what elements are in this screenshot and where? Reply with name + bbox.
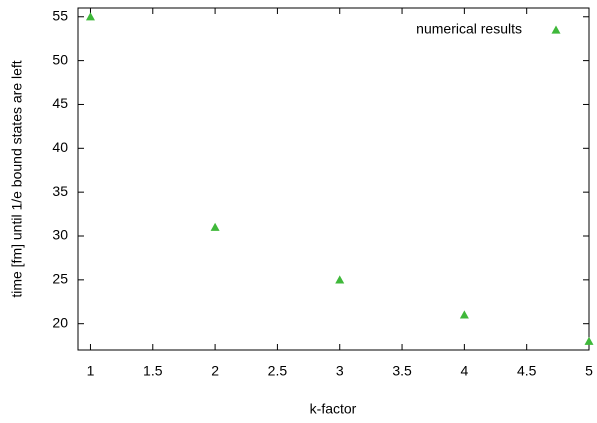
data-point [85, 12, 95, 21]
x-tick-label: 5 [585, 363, 593, 379]
y-tick-label: 55 [52, 7, 68, 23]
y-tick-label: 25 [52, 271, 68, 287]
y-axis-label: time [fm] until 1/e bound states are lef… [9, 60, 25, 297]
x-tick-label: 1.5 [143, 363, 163, 379]
x-tick-label: 4 [460, 363, 468, 379]
data-point [210, 222, 220, 231]
y-tick-label: 45 [52, 95, 68, 111]
x-tick-label: 2 [211, 363, 219, 379]
data-point [584, 336, 594, 345]
y-tick-label: 50 [52, 51, 68, 67]
x-tick-label: 4.5 [517, 363, 537, 379]
legend-label: numerical results [416, 21, 522, 37]
x-axis-label: k-factor [310, 401, 357, 417]
x-tick-label: 1 [87, 363, 95, 379]
x-tick-label: 3 [336, 363, 344, 379]
y-tick-label: 30 [52, 227, 68, 243]
plot-frame [77, 7, 590, 351]
data-point [335, 275, 345, 284]
y-tick-label: 35 [52, 183, 68, 199]
y-tick-label: 20 [52, 314, 68, 330]
data-point [459, 310, 469, 319]
legend-marker [551, 25, 561, 34]
x-tick-label: 2.5 [268, 363, 288, 379]
x-tick-label: 3.5 [392, 363, 412, 379]
y-tick-label: 40 [52, 139, 68, 155]
